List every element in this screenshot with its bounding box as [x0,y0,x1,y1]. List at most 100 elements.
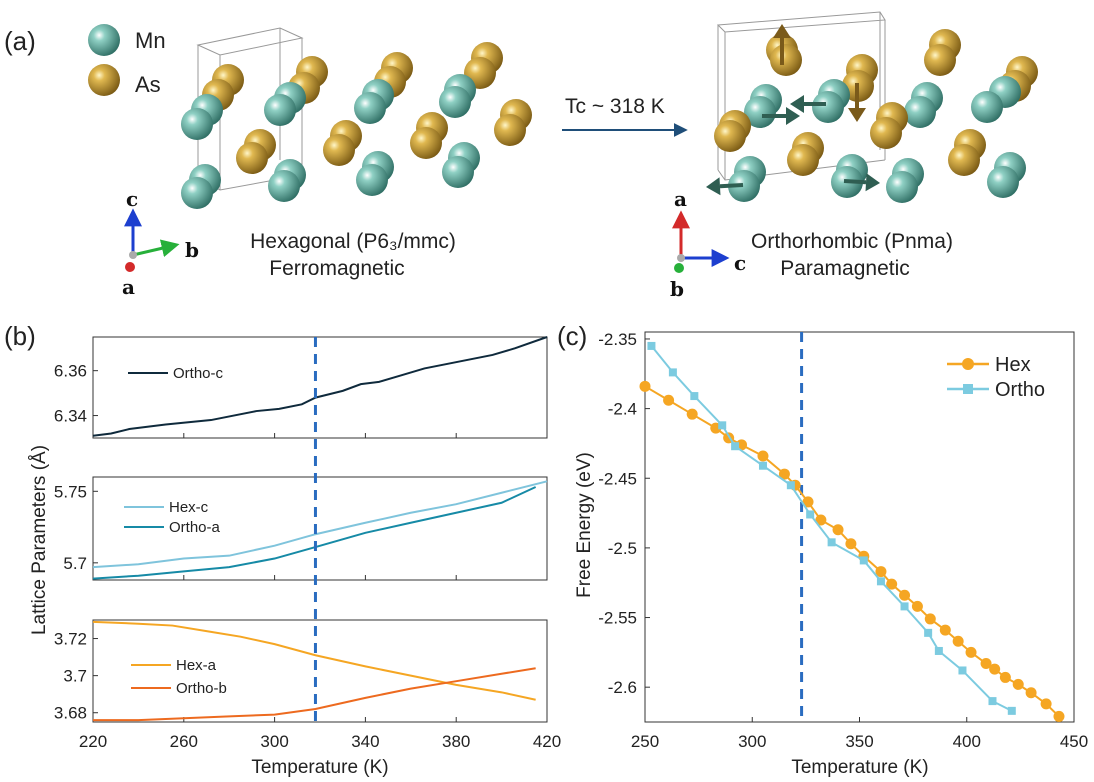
y-tick-label: -2.5 [608,539,637,558]
data-point-ortho [827,538,836,547]
x-tick-label: 220 [79,732,107,751]
data-point-hex [832,524,844,536]
hex-title: Hexagonal (P6₃/mmc) [250,230,456,253]
mn-atom [354,92,386,124]
y-tick-label: 3.68 [54,704,87,723]
data-point-ortho [988,697,997,706]
legend-marker-ortho [963,384,973,394]
data-point-ortho [958,666,967,675]
data-point-hex [875,566,887,578]
mn-atom [442,156,474,188]
hex-axis-down-label: a [122,275,135,299]
lattice-subplot-frame [92,336,548,439]
x-tick-label: 420 [533,732,561,751]
data-point-ortho [900,602,909,611]
data-point-hex [1040,698,1052,710]
data-point-hex [965,646,977,658]
data-point-ortho [876,577,885,586]
panel-b-xlabel: Temperature (K) [251,757,388,778]
data-point-hex [815,514,827,526]
hexagonal-structure [181,27,532,209]
spin-arrow-up-head [773,24,791,38]
panel-label-c: (c) [557,321,587,351]
hex-axis-up-label: c [126,187,138,211]
atom-legend: Mn As [88,24,166,97]
data-point-hex [845,538,857,550]
ortho-axis-origin [677,254,685,262]
data-point-hex [1012,678,1024,690]
transition-label: Tc ~ 318 K [565,95,665,118]
data-point-ortho [859,556,868,565]
series-line-hex-c [92,480,548,569]
mn-legend-swatch [88,24,120,56]
legend-label-ortho: Ortho [995,379,1045,401]
series-line-hex-a [92,620,536,701]
as-atom [787,144,819,176]
mn-atom [264,94,296,126]
mn-atom [439,86,471,118]
data-point-ortho [1007,706,1016,715]
data-point-hex [911,600,923,612]
legend-label-hex: Hex [995,354,1031,376]
data-point-hex [939,624,951,636]
mn-atom [744,96,776,128]
data-point-hex [686,408,698,420]
ortho-axis-right-label: c [734,251,746,275]
data-point-hex [757,450,769,462]
panel-label-b: (b) [4,321,36,351]
as-atom [924,44,956,76]
x-tick-label: 250 [631,732,659,751]
mn-atom [268,170,300,202]
hex-axis-a-dot [125,262,135,272]
data-point-hex [802,496,814,508]
data-point-hex [989,663,1001,675]
hex-axis-right-label: b [185,238,199,262]
data-point-hex [663,394,675,406]
hex-axis-b [132,239,180,258]
ortho-axis-down-label: b [670,277,684,301]
data-point-hex [999,671,1011,683]
y-tick-label: 6.34 [54,407,87,426]
x-tick-label: 350 [845,732,873,751]
lattice-subplot-frame [92,619,548,723]
as-legend-swatch [88,64,120,96]
ortho-axis-up-label: a [674,187,687,211]
mn-atom [181,108,213,140]
mn-atom [987,166,1019,198]
x-tick-label: 300 [260,732,288,751]
spin-arrow-right-head [786,107,800,125]
spin-arrow-left-lower-shaft [719,183,744,189]
as-atom [948,144,980,176]
x-tick-label: 450 [1060,732,1088,751]
x-tick-label: 340 [351,732,379,751]
data-point-ortho [924,628,933,637]
x-tick-label: 300 [738,732,766,751]
x-tick-label: 400 [953,732,981,751]
ortho-axis-triad: a c b [670,187,746,301]
legend-label-ortho-b: Ortho-b [176,680,227,697]
ortho-title: Orthorhombic (Pnma) [751,230,953,253]
panel-c-free-energy-chart: (c) Free Energy (eV) Temperature (K) -2.… [557,321,1088,778]
data-point-ortho [934,646,943,655]
x-tick-label: 380 [442,732,470,751]
y-tick-label: 6.36 [54,362,87,381]
lattice-subplot-frame [92,476,548,581]
y-tick-label: -2.35 [598,330,637,349]
mn-atom [181,177,213,209]
spin-arrow-right-lower-shaft [843,179,867,185]
data-point-hex [980,658,992,669]
legend-label-hex-c: Hex-c [169,499,209,516]
as-legend-label: As [135,72,161,97]
data-point-ortho [647,341,656,350]
mn-atom [356,164,388,196]
data-point-hex [924,613,936,625]
as-atom [714,120,746,152]
hex-axis-triad: c b a [122,187,199,299]
orthorhombic-structure [706,11,1038,203]
y-tick-label: 5.7 [63,554,87,573]
ortho-subtitle: Paramagnetic [780,257,910,280]
mn-atom [886,171,918,203]
spin-arrow-right-lower-head [865,173,880,192]
as-atom [410,127,442,159]
